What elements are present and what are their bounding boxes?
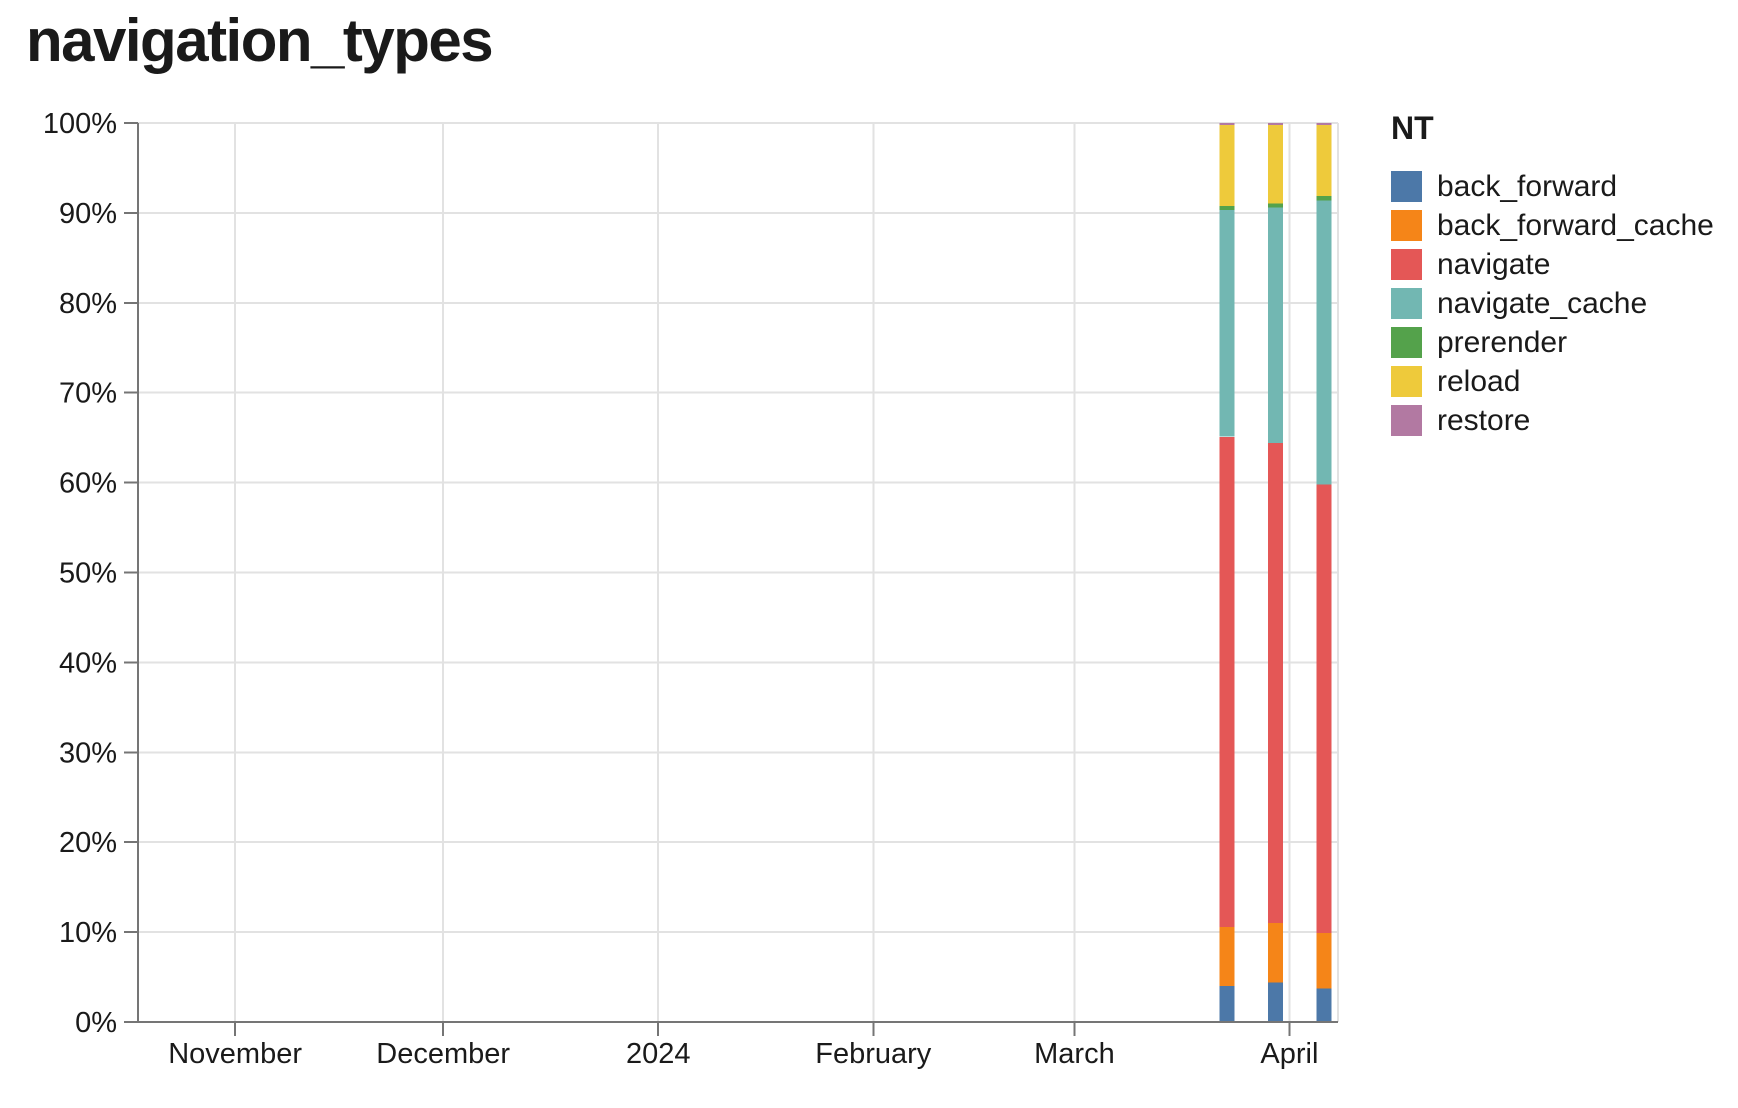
bar-segment-navigate [1268, 443, 1284, 924]
bar-segment-navigate [1219, 436, 1235, 927]
legend-label-reload: reload [1437, 364, 1521, 398]
legend-swatch-restore [1391, 405, 1422, 436]
y-tick-label: 10% [59, 917, 117, 949]
legend-swatch-navigate_cache [1391, 288, 1422, 319]
y-tick-label: 100% [43, 108, 117, 140]
bar-segment-prerender [1268, 203, 1284, 208]
legend-label-navigate: navigate [1437, 247, 1551, 281]
legend-item-reload: reload [1391, 362, 1714, 401]
bar-segment-reload [1316, 125, 1332, 196]
legend-swatch-back_forward [1391, 171, 1422, 202]
legend-label-prerender: prerender [1437, 325, 1568, 359]
legend-item-prerender: prerender [1391, 323, 1714, 362]
legend-label-navigate_cache: navigate_cache [1437, 286, 1648, 320]
legend-items: back_forward back_forward_cache navigate na… [1391, 167, 1714, 440]
bar-segment-reload [1219, 125, 1235, 207]
x-tick-label: November [168, 1038, 302, 1070]
legend-swatch-navigate [1391, 249, 1422, 280]
bar-segment-restore [1219, 123, 1235, 126]
y-tick-label: 40% [59, 647, 117, 679]
bar-segment-back_forward [1316, 988, 1332, 1022]
legend-swatch-reload [1391, 366, 1422, 397]
legend-label-back_forward_cache: back_forward_cache [1437, 208, 1714, 242]
y-tick-label: 50% [59, 558, 117, 590]
bar-segment-back_forward_cache [1316, 933, 1332, 989]
legend-item-navigate_cache: navigate_cache [1391, 284, 1714, 323]
y-tick-label: 90% [59, 198, 117, 230]
legend-item-navigate: navigate [1391, 245, 1714, 284]
bar-segment-navigate_cache [1268, 207, 1284, 443]
x-tick-label: December [376, 1038, 510, 1070]
legend-item-restore: restore [1391, 401, 1714, 440]
y-tick-label: 30% [59, 737, 117, 769]
y-tick-label: 20% [59, 827, 117, 859]
bar-segment-back_forward_cache [1219, 926, 1235, 986]
x-tick-label: April [1260, 1038, 1318, 1070]
legend-item-back_forward: back_forward [1391, 167, 1714, 206]
bar-segment-back_forward_cache [1268, 923, 1284, 983]
y-tick-label: 80% [59, 288, 117, 320]
legend-title: NT [1391, 110, 1434, 146]
bar-segment-reload [1268, 125, 1284, 204]
legend-label-restore: restore [1437, 403, 1531, 437]
bar-segment-prerender [1219, 206, 1235, 211]
y-tick-label: 0% [75, 1007, 117, 1039]
x-tick-label: March [1034, 1038, 1115, 1070]
y-tick-label: 60% [59, 468, 117, 500]
bar-segment-back_forward [1268, 982, 1284, 1022]
x-tick-label: February [815, 1038, 932, 1070]
legend-swatch-back_forward_cache [1391, 210, 1422, 241]
bar-segment-prerender [1316, 195, 1332, 201]
legend-item-back_forward_cache: back_forward_cache [1391, 206, 1714, 245]
bar-segment-navigate_cache [1316, 200, 1332, 485]
bar-segment-back_forward [1219, 986, 1235, 1022]
x-tick-label: 2024 [626, 1038, 691, 1070]
legend-label-back_forward: back_forward [1437, 169, 1618, 203]
y-tick-label: 70% [59, 378, 117, 410]
bar-segment-navigate_cache [1219, 210, 1235, 437]
bar-segment-restore [1316, 123, 1332, 126]
bar-segment-navigate [1316, 484, 1332, 933]
chart-title: navigation_types [26, 7, 494, 74]
bar-segment-restore [1268, 123, 1284, 126]
legend-swatch-prerender [1391, 327, 1422, 358]
